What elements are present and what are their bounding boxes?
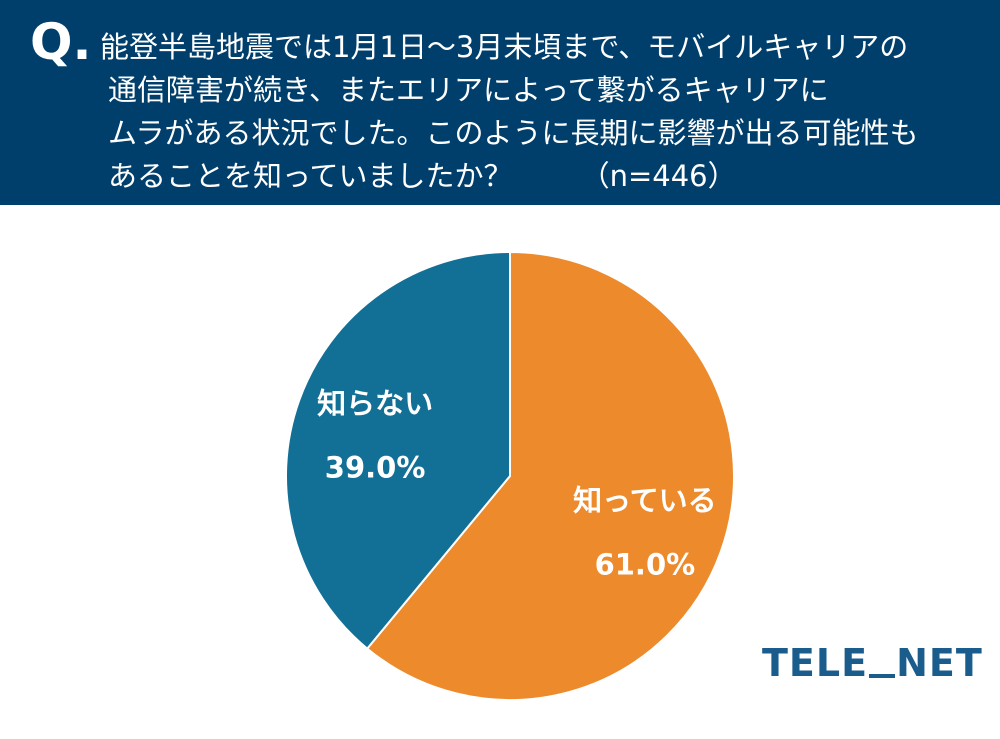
question-line-4: あることを知っていましたか？ （n=446）: [108, 155, 988, 198]
pie-slice-1: [365, 250, 735, 701]
question-text: 能登半島地震では1月1日～3月末頃まで、モバイルキャリアの 通信障害が続き、また…: [100, 26, 988, 198]
logo-text-right: NET: [896, 641, 983, 685]
slice-label-1: 知っている: [573, 484, 717, 518]
pie-slice-2: [285, 250, 511, 651]
slice-label-2: 知らない: [317, 386, 433, 420]
pie-slices: [285, 250, 735, 701]
pie-chart: 知っている 61.0% 知らない 39.0%: [285, 250, 735, 701]
question-mark: Q.: [30, 13, 92, 71]
sample-size: （n=446）: [580, 159, 737, 193]
logo-underscore: [869, 674, 896, 678]
question-line-1: 能登半島地震では1月1日～3月末頃まで、モバイルキャリアの: [100, 30, 909, 64]
logo-text-left: TELE: [762, 641, 869, 685]
telenet-logo: TELE NET: [762, 641, 983, 685]
question-line-2: 通信障害が続き、またエリアによって繋がるキャリアに: [108, 73, 829, 107]
question-line-4-text: あることを知っていましたか？: [108, 159, 513, 193]
slice-value-2: 39.0%: [325, 450, 426, 484]
question-line-3: ムラがある状況でした。このように長期に影響が出る可能性も: [108, 116, 919, 150]
pie-labels: 知っている 61.0% 知らない 39.0%: [317, 386, 717, 581]
slice-value-1: 61.0%: [595, 548, 696, 582]
question-header: Q. 能登半島地震では1月1日～3月末頃まで、モバイルキャリアの 通信障害が続き…: [0, 0, 1000, 205]
